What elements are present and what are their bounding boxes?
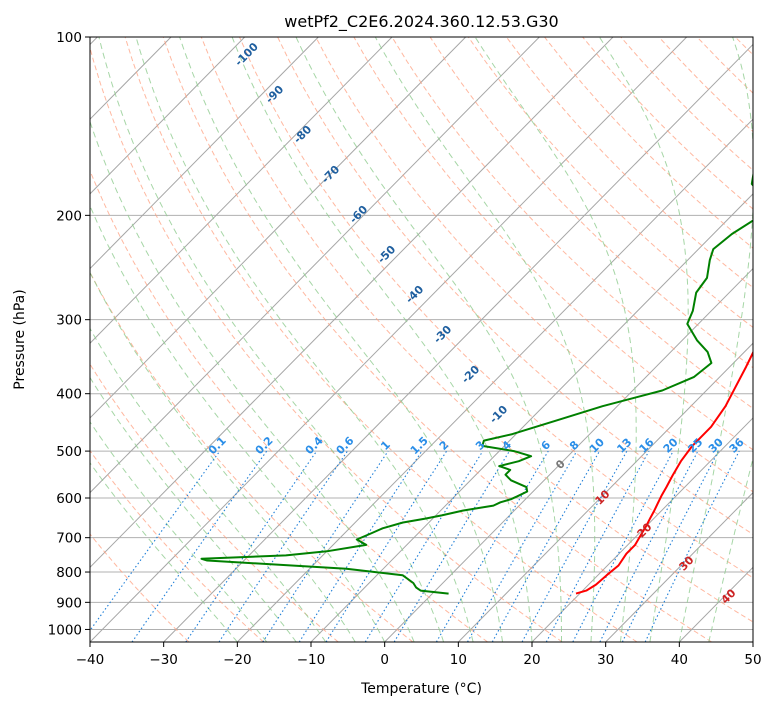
x-tick-label: 30 xyxy=(597,652,614,668)
y-tick-label: 400 xyxy=(56,387,82,403)
y-tick-label: 200 xyxy=(56,208,82,224)
mixing-ratio-line xyxy=(545,450,650,642)
isotherm-line xyxy=(531,417,753,642)
mixing-ratio-line xyxy=(393,450,510,642)
y-tick-label: 600 xyxy=(56,491,82,507)
isotherm-line xyxy=(163,43,753,642)
mixing-ratio-line xyxy=(262,450,389,642)
mixing-ratio-line xyxy=(131,450,268,642)
x-tick-label: 20 xyxy=(523,652,540,668)
moist-adiabat-line xyxy=(90,421,268,642)
x-tick-label: 10 xyxy=(450,652,467,668)
chart-title: wetPf2_C2E6.2024.360.12.53.G30 xyxy=(284,12,558,32)
mixing-ratio-line xyxy=(298,450,423,642)
isotherm-line xyxy=(90,37,319,270)
x-tick-label: −10 xyxy=(297,652,326,668)
dry-adiabat-line xyxy=(391,37,753,410)
moist-adiabat-line xyxy=(374,37,596,642)
y-tick-label: 900 xyxy=(56,595,82,611)
dry-adiabat-line xyxy=(353,37,753,451)
dry-adiabat-line xyxy=(277,37,753,535)
moist-adiabat-line xyxy=(135,37,474,642)
isotherm-line xyxy=(605,491,753,642)
moist-adiabat-line xyxy=(179,37,503,642)
mixing-ratio-line xyxy=(90,450,221,632)
dry-adiabat-line xyxy=(162,37,712,642)
y-axis: 100 200 300 400 500 600 700 800 900 1000 xyxy=(48,30,90,638)
dewpoint-profile xyxy=(200,170,753,595)
dry-adiabat-line xyxy=(239,37,753,579)
y-tick-label: 1000 xyxy=(48,622,82,638)
x-tick-label: 50 xyxy=(744,652,761,668)
moist-adiabat-line xyxy=(598,37,689,642)
moist-adiabat-line xyxy=(474,37,637,642)
moist-adiabat-line xyxy=(90,376,297,642)
temperature-profile xyxy=(575,350,753,595)
x-axis: −40 −30 −20 −10 0 10 20 30 40 50 xyxy=(76,642,762,668)
plot-frame xyxy=(89,36,754,643)
isotherm-line xyxy=(236,118,753,642)
y-tick-label: 800 xyxy=(56,565,82,581)
mixing-ratio-line xyxy=(521,450,628,642)
moist-adiabat-line xyxy=(98,37,445,642)
series-layer xyxy=(200,170,753,595)
moist-adiabat-line xyxy=(90,271,356,642)
mixing-ratio-line xyxy=(325,450,448,642)
x-tick-label: −30 xyxy=(149,652,178,668)
mixing-ratio-line xyxy=(218,450,348,642)
moist-adiabat-line xyxy=(90,462,238,642)
mixing-ratio-line xyxy=(644,450,740,642)
mixing-ratio-line xyxy=(621,450,719,642)
x-tick-label: 0 xyxy=(380,652,389,668)
y-tick-label: 100 xyxy=(56,30,82,46)
x-tick-label: 40 xyxy=(671,652,688,668)
dry-adiabat-line xyxy=(315,37,753,493)
mixing-ratio-line xyxy=(364,450,484,642)
dry-adiabat-line xyxy=(90,533,190,642)
dry-adiabat-line xyxy=(90,46,563,642)
y-tick-label: 500 xyxy=(56,444,82,460)
isotherm-line xyxy=(90,37,540,494)
dry-adiabat-line xyxy=(505,37,753,289)
y-axis-label: Pressure (hPa) xyxy=(12,289,28,389)
isotherm-line xyxy=(90,37,614,569)
dry-adiabat-line xyxy=(124,37,638,642)
isotherm-line xyxy=(90,37,688,642)
moist-adiabat-line xyxy=(90,120,415,642)
moist-adiabat-line xyxy=(678,37,753,642)
isotherm-line xyxy=(384,267,753,642)
moist-adiabat-line xyxy=(90,327,327,642)
x-tick-label: −40 xyxy=(76,652,105,668)
isotherm-line xyxy=(90,37,246,195)
dry-adiabat-line xyxy=(90,271,414,642)
isotherm-line xyxy=(310,193,753,642)
isotherm-line xyxy=(90,37,467,419)
y-tick-label: 300 xyxy=(56,313,82,329)
x-axis-label: Temperature (°C) xyxy=(360,681,482,697)
moist-adiabat-line xyxy=(708,456,753,642)
dry-adiabat-line xyxy=(467,37,753,329)
dry-adiabat-line xyxy=(200,37,753,623)
isotherm-line xyxy=(90,37,393,344)
x-tick-label: −20 xyxy=(223,652,252,668)
moist-adiabat-line xyxy=(90,204,386,642)
dry-adiabat-line xyxy=(90,363,339,642)
moist-adiabat-line xyxy=(295,37,562,642)
y-tick-label: 700 xyxy=(56,531,82,547)
mixing-ratio-line xyxy=(491,450,600,642)
mixing-ratio-line xyxy=(185,450,318,642)
moist-adiabat-line xyxy=(231,37,533,642)
background-lines xyxy=(90,37,753,642)
